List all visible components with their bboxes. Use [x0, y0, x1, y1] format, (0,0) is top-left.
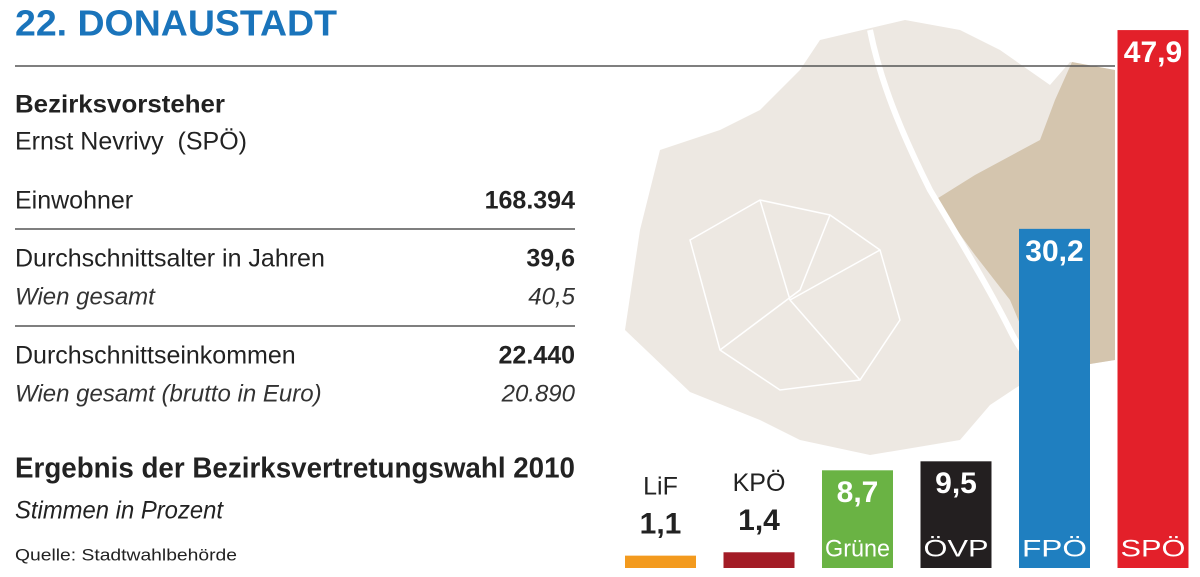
category-label: Grüne: [825, 535, 890, 562]
stat-sub-label: Wien gesamt: [15, 283, 156, 310]
value-label: 8,7: [837, 476, 879, 509]
category-label: KPÖ: [733, 469, 786, 497]
stat-value: 39,6: [526, 245, 575, 273]
value-label: 30,2: [1025, 235, 1083, 268]
stat-sub-label: Wien gesamt (brutto in Euro): [15, 380, 322, 407]
category-label: ÖVP: [924, 535, 989, 562]
value-label: 1,4: [738, 504, 780, 537]
value-label: 47,9: [1124, 36, 1182, 69]
stat-sub-value: 40,5: [528, 283, 575, 310]
mayor-name: Ernst Nevrivy (SPÖ): [15, 128, 247, 156]
mayor-label: Bezirksvorsteher: [15, 91, 225, 119]
bar: [625, 555, 696, 568]
stat-label: Durchschnittseinkommen: [15, 342, 296, 370]
category-label: SPÖ: [1121, 535, 1186, 562]
bar: [920, 461, 992, 568]
stat-sub-value: 20.890: [501, 380, 576, 407]
stat-label: Durchschnittsalter in Jahren: [15, 245, 325, 273]
bar: [723, 552, 795, 568]
value-label: 1,1: [640, 508, 682, 541]
bar: [1019, 228, 1090, 568]
stat-value: 168.394: [485, 187, 575, 215]
stat-label: Einwohner: [15, 187, 133, 215]
election-title: Ergebnis der Bezirksvertretungswahl 2010: [15, 453, 575, 485]
election-subtitle: Stimmen in Prozent: [15, 497, 224, 525]
source: Quelle: Stadtwahlbehörde: [15, 545, 237, 564]
category-label: LiF: [643, 472, 678, 500]
stat-value: 22.440: [499, 342, 575, 370]
stats: Einwohner 168.394 Durchschnittsalter in Ja…: [15, 187, 576, 407]
bar: [822, 470, 893, 568]
category-label: FPÖ: [1022, 535, 1087, 562]
bar: [1117, 30, 1189, 568]
page-title: 22. DONAUSTADT: [15, 3, 337, 44]
bar-chart: 1,1 LiF 1,4 KPÖ 8,7 Grüne 9,5 ÖVP 30,2 FPÖ 47,9 SPÖ: [625, 30, 1189, 568]
value-label: 9,5: [935, 467, 977, 500]
